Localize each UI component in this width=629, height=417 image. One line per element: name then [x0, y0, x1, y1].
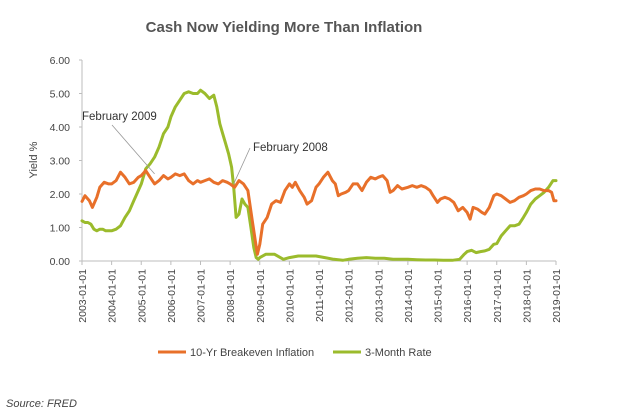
legend-label-breakeven-inflation: 10-Yr Breakeven Inflation — [190, 347, 314, 359]
x-tick-label: 2019-01-01 — [551, 269, 563, 323]
x-tick-label: 2018-01-01 — [521, 269, 533, 323]
y-tick-label: 4.00 — [50, 122, 71, 134]
x-tick-label: 2006-01-01 — [166, 269, 178, 323]
y-tick-label: 5.00 — [50, 89, 71, 101]
annotation-leader-line — [233, 147, 251, 185]
chart-title: Cash Now Yielding More Than Inflation — [146, 19, 423, 36]
source-note: Source: FRED — [6, 398, 77, 410]
series-line-breakeven-inflation — [80, 169, 558, 256]
x-tick-label: 2003-01-01 — [77, 269, 89, 323]
y-tick-label: 1.00 — [50, 223, 71, 235]
annotation-label: February 2009 — [82, 111, 157, 123]
x-tick-label: 2014-01-01 — [403, 269, 415, 323]
x-tick-label: 2010-01-01 — [284, 269, 296, 323]
x-tick-label: 2013-01-01 — [373, 269, 385, 323]
y-tick-label: 3.00 — [50, 156, 71, 168]
x-tick-label: 2011-01-01 — [314, 269, 326, 322]
annotation-leader-line — [111, 124, 155, 175]
x-tick-label: 2008-01-01 — [225, 269, 237, 323]
x-tick-label: 2009-01-01 — [255, 269, 267, 323]
y-axis-label: Yield % — [28, 141, 40, 178]
x-tick-label: 2005-01-01 — [136, 269, 148, 323]
x-tick-label: 2017-01-01 — [492, 269, 504, 323]
series-line-3-month-rate — [80, 88, 558, 262]
cash-vs-inflation-chart: Cash Now Yielding More Than Inflation 0.… — [28, 19, 563, 359]
x-tick-label: 2004-01-01 — [107, 269, 119, 323]
y-tick-label: 0.00 — [50, 256, 71, 268]
y-tick-label: 2.00 — [50, 189, 71, 201]
x-tick-label: 2007-01-01 — [196, 269, 208, 323]
x-tick-label: 2012-01-01 — [344, 269, 356, 323]
annotation-label: February 2008 — [253, 142, 328, 154]
legend-label-3-month-rate: 3-Month Rate — [365, 347, 432, 359]
x-tick-label: 2015-01-01 — [433, 269, 445, 323]
y-tick-label: 6.00 — [50, 55, 71, 67]
x-tick-label: 2016-01-01 — [462, 269, 474, 323]
